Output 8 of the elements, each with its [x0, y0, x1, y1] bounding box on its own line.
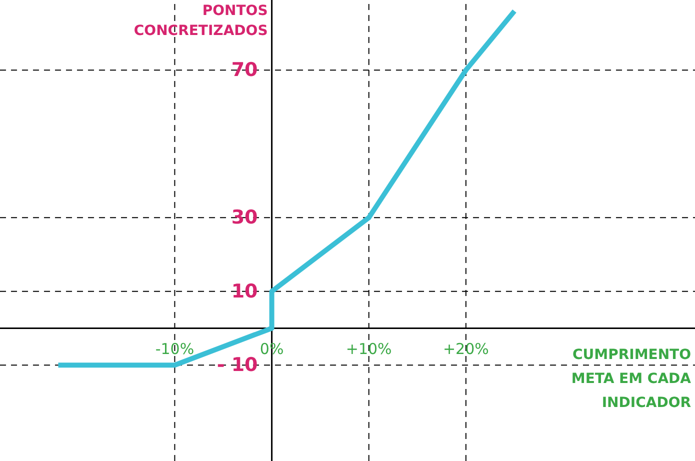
y-tick-label: 70 [231, 59, 258, 82]
x-tick-label: +10% [346, 340, 392, 358]
x-axis-title: CUMPRIMENTO META EM CADA INDICADOR [571, 347, 692, 412]
y-axis-title: PONTOS CONCRETIZADOS [134, 3, 268, 39]
x-tick-label: -10% [155, 340, 194, 358]
y-tick-label: 30 [231, 206, 258, 229]
y-tick-label: 10 [231, 280, 258, 302]
x-tick-label: +20% [442, 340, 489, 358]
